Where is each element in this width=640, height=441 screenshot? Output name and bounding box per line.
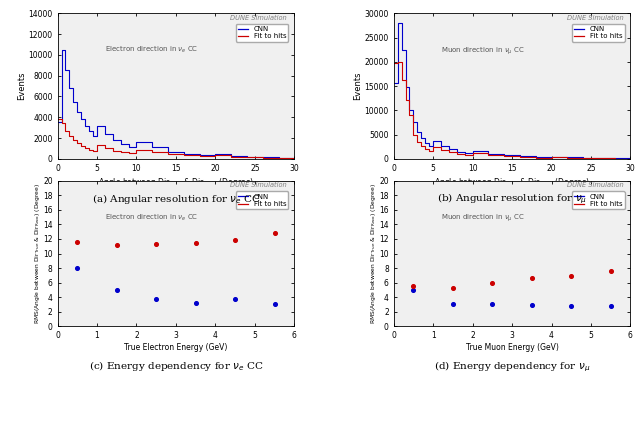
Legend: CNN, Fit to hits: CNN, Fit to hits <box>236 191 289 209</box>
Text: DUNE Simulation: DUNE Simulation <box>566 182 623 188</box>
Point <box>448 301 458 308</box>
Text: (a) Angular resolution for $\nu_e$ CC: (a) Angular resolution for $\nu_e$ CC <box>92 192 260 206</box>
Legend: CNN, Fit to hits: CNN, Fit to hits <box>572 24 625 41</box>
X-axis label: Angle between Dir$_{\mathrm{True}}$ & Dir$_{\mathrm{Reco}}$ (Degree): Angle between Dir$_{\mathrm{True}}$ & Di… <box>434 176 590 188</box>
Y-axis label: Events: Events <box>17 72 26 100</box>
Point <box>527 275 537 282</box>
Y-axis label: RMS(Angle between Dir$_{\mathrm{True}}$ & Dir$_{\mathrm{Reco}}$) (Degree): RMS(Angle between Dir$_{\mathrm{True}}$ … <box>369 183 378 324</box>
Point <box>230 236 240 243</box>
Point <box>230 296 240 303</box>
Point <box>408 283 419 290</box>
Point <box>191 299 201 306</box>
Point <box>111 241 122 248</box>
Text: (c) Energy dependency for $\nu_e$ CC: (c) Energy dependency for $\nu_e$ CC <box>89 359 263 374</box>
Y-axis label: Events: Events <box>353 72 362 100</box>
Point <box>566 303 577 310</box>
Text: Muon direction in $\nu_\mu$ CC: Muon direction in $\nu_\mu$ CC <box>441 45 525 57</box>
Text: DUNE Simulation: DUNE Simulation <box>230 15 287 21</box>
Point <box>269 230 280 237</box>
Legend: CNN, Fit to hits: CNN, Fit to hits <box>572 191 625 209</box>
Point <box>605 303 616 310</box>
X-axis label: Angle between Dir$_{\mathrm{True}}$ & Dir$_{\mathrm{Reco}}$ (Degree): Angle between Dir$_{\mathrm{True}}$ & Di… <box>98 176 254 188</box>
Point <box>566 273 577 280</box>
Point <box>151 240 161 247</box>
Point <box>269 300 280 307</box>
Point <box>151 296 161 303</box>
Point <box>111 286 122 293</box>
Text: Electron direction in $\nu_e$ CC: Electron direction in $\nu_e$ CC <box>105 45 198 56</box>
Point <box>487 279 497 286</box>
Text: DUNE Simulation: DUNE Simulation <box>566 15 623 21</box>
Point <box>605 268 616 275</box>
Text: Muon direction in $\nu_\mu$ CC: Muon direction in $\nu_\mu$ CC <box>441 213 525 224</box>
X-axis label: True Muon Energy (GeV): True Muon Energy (GeV) <box>466 343 559 352</box>
Point <box>487 301 497 308</box>
Point <box>72 265 83 272</box>
X-axis label: True Electron Energy (GeV): True Electron Energy (GeV) <box>124 343 228 352</box>
Point <box>408 286 419 293</box>
Text: DUNE Simulation: DUNE Simulation <box>230 182 287 188</box>
Point <box>448 284 458 291</box>
Legend: CNN, Fit to hits: CNN, Fit to hits <box>236 24 289 41</box>
Text: Electron direction in $\nu_e$ CC: Electron direction in $\nu_e$ CC <box>105 213 198 223</box>
Point <box>72 238 83 245</box>
Point <box>527 302 537 309</box>
Text: (b) Angular resolution for $\nu_\mu$: (b) Angular resolution for $\nu_\mu$ <box>437 192 587 206</box>
Text: (d) Energy dependency for $\nu_\mu$: (d) Energy dependency for $\nu_\mu$ <box>434 359 590 374</box>
Point <box>191 240 201 247</box>
Y-axis label: RMS(Angle between Dir$_{\mathrm{True}}$ & Dir$_{\mathrm{Reco}}$) (Degree): RMS(Angle between Dir$_{\mathrm{True}}$ … <box>33 183 42 324</box>
